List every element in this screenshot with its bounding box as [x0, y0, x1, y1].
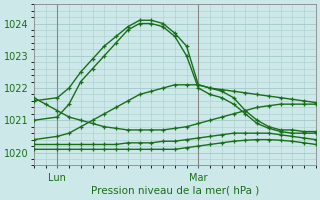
X-axis label: Pression niveau de la mer( hPa ): Pression niveau de la mer( hPa ) — [91, 186, 259, 196]
